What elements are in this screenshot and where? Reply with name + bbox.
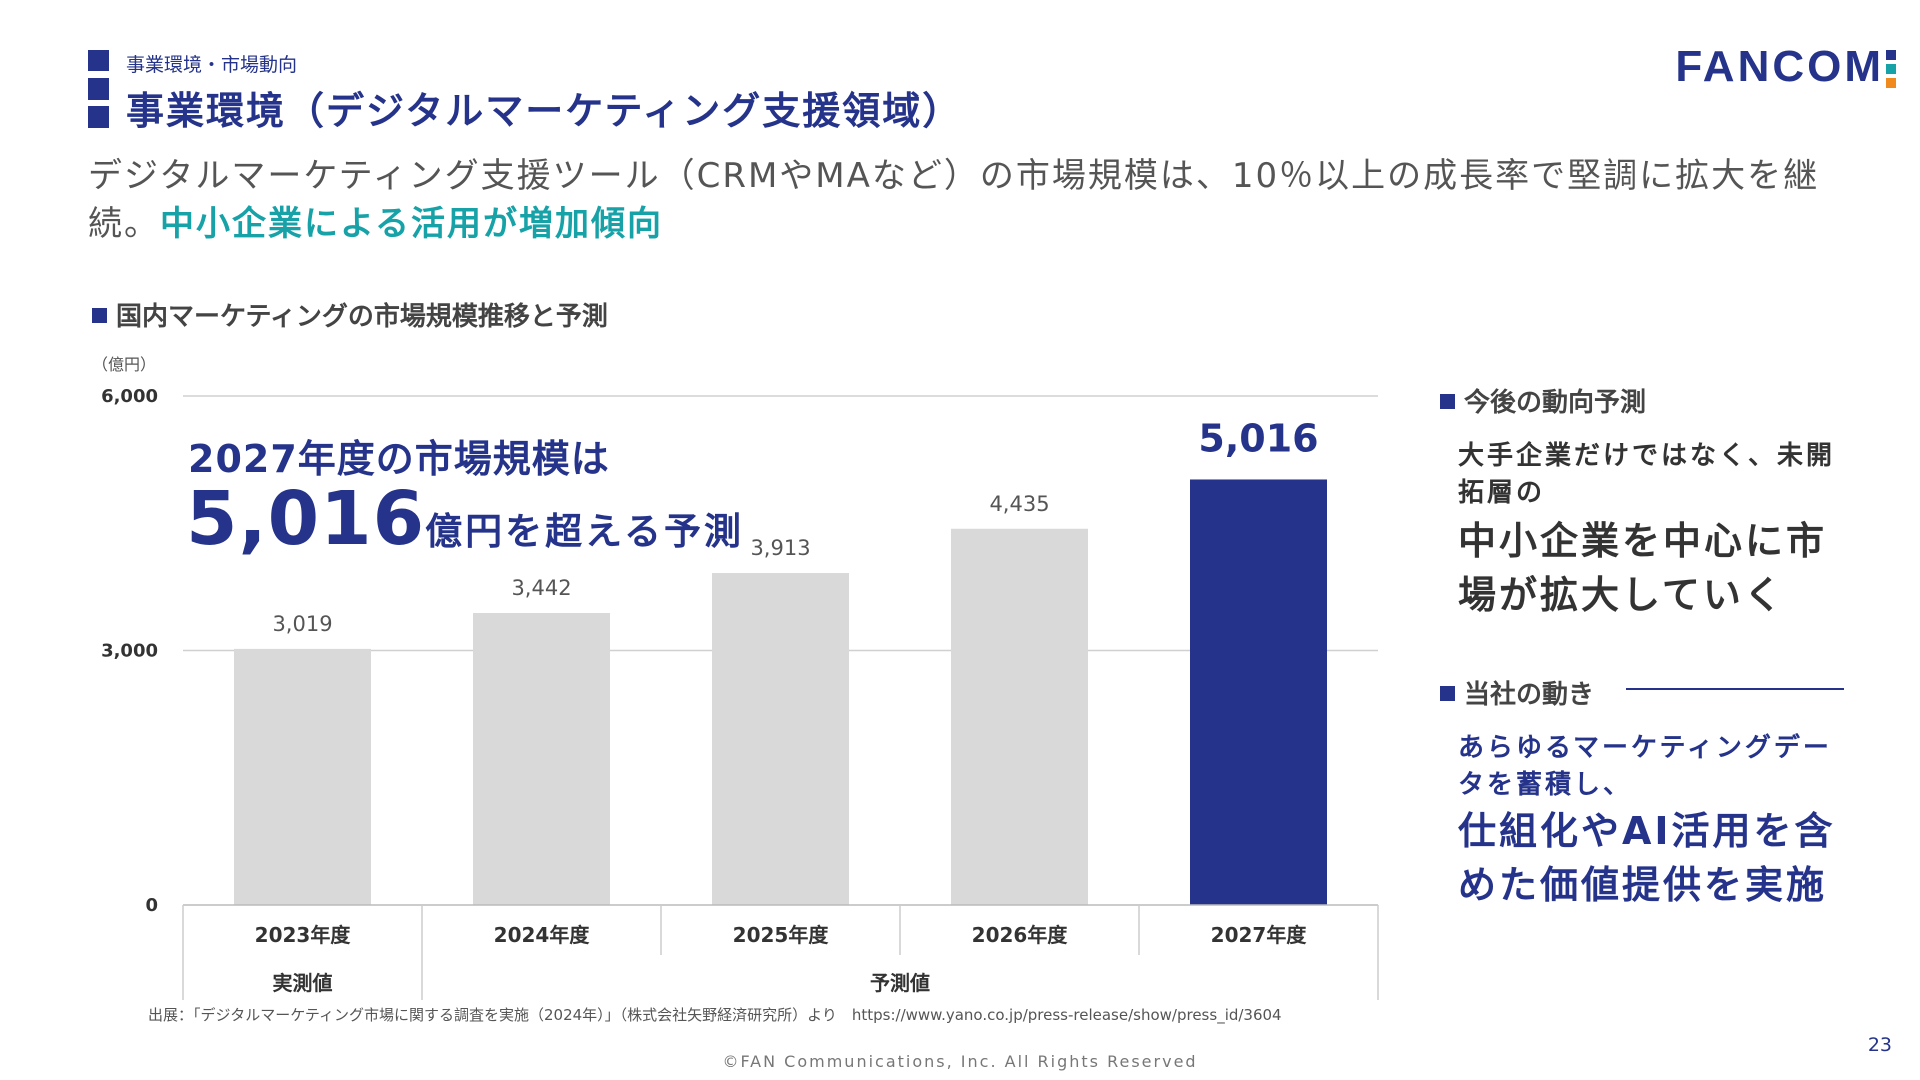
- x-category-label: 2025年度: [733, 923, 830, 947]
- group-label: 予測値: [870, 971, 930, 995]
- trend-heading: 今後の動向予測: [1440, 382, 1646, 419]
- callout-big-value: 5,016: [186, 476, 426, 562]
- data-label: 3,019: [272, 612, 332, 636]
- data-label: 5,016: [1198, 416, 1318, 460]
- x-category-label: 2024年度: [494, 923, 591, 947]
- square-bullet-icon: [1440, 686, 1455, 701]
- company-small-text: あらゆるマーケティングデータを蓄積し、: [1458, 733, 1832, 800]
- page-title: 事業環境（デジタルマーケティング支援領域）: [126, 89, 963, 133]
- callout-value: 5,016億円を超える予測: [186, 476, 744, 562]
- square-bullet-icon: [92, 308, 107, 323]
- square-bullet-icon: [1440, 394, 1455, 409]
- y-tick-label: 0: [145, 895, 158, 916]
- y-unit-label: （億円）: [92, 355, 156, 374]
- page-number: 23: [1867, 1034, 1892, 1056]
- bar: [712, 573, 849, 905]
- data-label: 3,442: [511, 576, 571, 600]
- company-logo: FANCOM: [1675, 42, 1896, 92]
- bar: [234, 648, 371, 905]
- lead-paragraph: デジタルマーケティング支援ツール（CRMやMAなど）の市場規模は、10％以上の成…: [88, 152, 1848, 248]
- logo-dots-icon: [1886, 50, 1896, 89]
- group-label: 実測値: [273, 971, 333, 995]
- trend-big-text: 中小企業を中心に市場が拡大していく: [1458, 519, 1828, 617]
- company-big-text: 仕組化やAI活用を含めた価値提供を実施: [1458, 809, 1836, 907]
- logo-text: FANCOM: [1675, 42, 1884, 91]
- x-category-label: 2026年度: [972, 923, 1069, 947]
- bar: [951, 528, 1088, 905]
- bar: [473, 613, 610, 905]
- company-heading: 当社の動き: [1440, 674, 1594, 711]
- data-label: 4,435: [989, 492, 1049, 516]
- lead-text: デジタルマーケティング支援ツール（CRMやMAなど）の市場規模は、10％以上の成…: [88, 156, 1820, 244]
- header-accent-bar-mid: [88, 78, 109, 100]
- callout-suffix: 億円を超える予測: [425, 510, 744, 553]
- source-citation: 出展：「デジタルマーケティング市場に関する調査を実施（2024年）」（株式会社矢…: [148, 1006, 1282, 1024]
- chart-section-heading: 国内マーケティングの市場規模推移と予測: [92, 296, 608, 333]
- header-accent-bar-bottom: [88, 106, 109, 128]
- chart-section-title: 国内マーケティングの市場規模推移と予測: [116, 302, 608, 332]
- data-label: 3,913: [750, 536, 810, 560]
- x-category-label: 2027年度: [1211, 923, 1308, 947]
- trend-small-text: 大手企業だけではなく、未開拓層の: [1458, 441, 1836, 508]
- header-accent-bar-top: [88, 50, 109, 71]
- bar: [1190, 479, 1327, 905]
- copyright: ©FAN Communications, Inc. All Rights Res…: [722, 1052, 1198, 1071]
- y-tick-label: 3,000: [101, 641, 158, 662]
- breadcrumb: 事業環境・市場動向: [126, 54, 298, 76]
- x-category-label: 2023年度: [255, 923, 352, 947]
- lead-highlight: 中小企業による活用が増加傾向: [160, 204, 663, 244]
- callout-line1: 2027年度の市場規模は: [188, 437, 610, 481]
- y-tick-label: 6,000: [101, 386, 158, 407]
- company-heading-text: 当社の動き: [1464, 680, 1595, 710]
- company-heading-rule: [1626, 688, 1844, 690]
- trend-heading-text: 今後の動向予測: [1464, 388, 1647, 418]
